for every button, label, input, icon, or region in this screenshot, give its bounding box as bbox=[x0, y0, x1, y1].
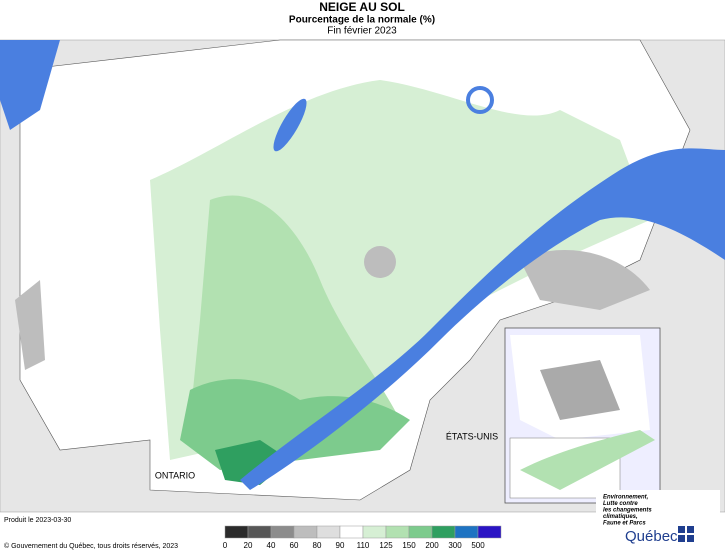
legend-swatch bbox=[385, 525, 410, 539]
legend-swatch bbox=[270, 525, 295, 539]
legend-swatch bbox=[431, 525, 456, 539]
legend-swatch bbox=[247, 525, 272, 539]
legend-swatch bbox=[339, 525, 364, 539]
legend-tick-label: 80 bbox=[313, 541, 322, 550]
logo-ministry-line: Faune et Parcs bbox=[603, 521, 646, 527]
legend-swatch bbox=[362, 525, 387, 539]
legend-tick-label: 200 bbox=[425, 541, 439, 550]
period: Fin février 2023 bbox=[327, 26, 397, 37]
logo-name: Québec bbox=[625, 528, 678, 545]
legend-tick-label: 150 bbox=[402, 541, 416, 550]
legend-swatch bbox=[224, 525, 249, 539]
logo-ministry-line: les changements bbox=[603, 508, 652, 514]
map: ONTARIO ÉTATS-UNIS bbox=[0, 39, 725, 513]
legend-tick-label: 20 bbox=[244, 541, 253, 550]
legend-tick-label: 500 bbox=[471, 541, 485, 550]
legend-swatch bbox=[454, 525, 479, 539]
produced-date: Produit le 2023-03-30 bbox=[4, 517, 71, 524]
legend-tick-label: 60 bbox=[290, 541, 299, 550]
legend-tick-label: 40 bbox=[267, 541, 276, 550]
title: NEIGE AU SOL bbox=[319, 0, 405, 14]
legend-swatch bbox=[477, 525, 502, 539]
legend-tick-label: 0 bbox=[223, 541, 228, 550]
legend-swatch bbox=[408, 525, 433, 539]
logo-ministry-line: climatiques, bbox=[603, 514, 638, 520]
legend-swatch bbox=[293, 525, 318, 539]
copyright: © Gouvernement du Québec, tous droits ré… bbox=[4, 542, 178, 550]
logo-ministry-line: Lutte contre bbox=[603, 501, 638, 507]
region-label: ONTARIO bbox=[155, 470, 195, 480]
legend: 0 20 40 60 80 90 110 125 150 200 300 500 bbox=[223, 525, 502, 550]
subtitle: Pourcentage de la normale (%) bbox=[289, 15, 435, 26]
legend-swatch bbox=[316, 525, 341, 539]
legend-tick-label: 90 bbox=[336, 541, 345, 550]
region-label: ÉTATS-UNIS bbox=[446, 431, 498, 441]
legend-tick-label: 110 bbox=[357, 541, 370, 550]
logo-ministry-line: Environnement, bbox=[603, 495, 649, 501]
legend-tick-label: 300 bbox=[448, 541, 462, 550]
legend-tick-label: 125 bbox=[379, 541, 393, 550]
